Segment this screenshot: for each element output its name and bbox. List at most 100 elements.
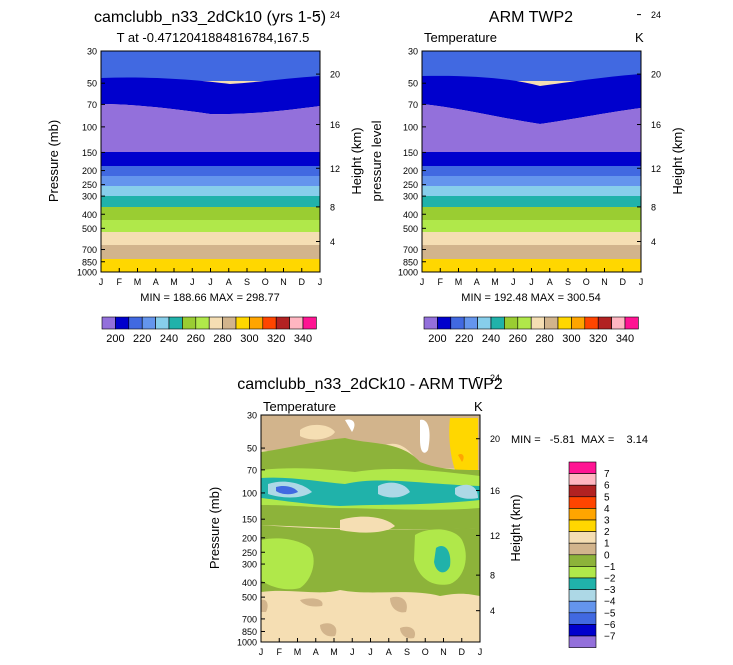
colorbar-label: −5 (604, 608, 616, 619)
panel-model-month-label: J (208, 277, 213, 287)
panel-obs-contours (422, 51, 641, 272)
panel-model-month-label: J (99, 277, 104, 287)
colorbar-swatch (101, 316, 116, 330)
colorbar-label: 3 (604, 516, 610, 527)
panel-diff-htick-label: 24 (490, 373, 500, 383)
colorbar-swatch (208, 316, 223, 330)
panel-diff-ylabel-right: Height (km) (508, 494, 523, 561)
colorbar-swatch (571, 316, 586, 330)
colorbar-label: 200 (106, 333, 124, 345)
panel-model-htick-label: 8 (330, 202, 335, 212)
panel-diff-month-label: J (259, 647, 264, 657)
colorbar-model: 200 220 240 260 280 300 320 340 (101, 316, 317, 345)
panel-model-ptick-label: 1000 (77, 268, 97, 278)
colorbar-swatch (568, 566, 597, 579)
panel-diff: camclubb_n33_2dCk10 - ARM TWP2 Temperatu… (207, 373, 648, 657)
colorbar-label: −1 (604, 562, 616, 573)
colorbar-label: 260 (509, 333, 527, 345)
panel-obs-stats: MIN = 192.48 MAX = 300.54 (461, 292, 600, 304)
panel-diff-units: K (474, 399, 483, 414)
panel-obs-htick-label: 16 (651, 120, 661, 130)
panel-model-ptick-label: 400 (82, 210, 97, 220)
colorbar-label: 320 (589, 333, 607, 345)
colorbar-swatch (302, 316, 317, 330)
colorbar-swatch (155, 316, 170, 330)
panel-model-month-label: M (134, 277, 142, 287)
colorbar-swatch (423, 316, 438, 330)
panel-diff-month-label: D (459, 647, 466, 657)
colorbar-label: −7 (604, 632, 616, 643)
panel-model-ptick-label: 100 (82, 122, 97, 132)
panel-obs-ptick-label: 50 (408, 79, 418, 89)
colorbar-label: 2 (604, 527, 610, 538)
colorbar-label: 240 (160, 333, 178, 345)
colorbar-label: 6 (604, 481, 610, 492)
panel-obs: ARM TWP2 Temperature K 30 50 70 100 150 200 25… (369, 9, 685, 345)
panel-model-month-label: A (226, 277, 232, 287)
colorbar-swatch (182, 316, 197, 330)
panel-model-subtitle: T at -0.4712041884816784,167.5 (117, 30, 310, 45)
panel-obs-htick-label: 4 (651, 237, 656, 247)
panel-model-month-label: N (280, 277, 287, 287)
panel-diff-ptick-label: 150 (242, 515, 257, 525)
panel-obs-units: K (635, 30, 644, 45)
panel-diff-ptick-label: 100 (242, 488, 257, 498)
panel-model-ptick-label: 200 (82, 166, 97, 176)
colorbar-swatch (557, 316, 572, 330)
panel-model-ptick-label: 700 (82, 245, 97, 255)
colorbar-swatch (275, 316, 290, 330)
panel-diff-month-label: A (386, 647, 392, 657)
panel-diff-ptick-label: 300 (242, 560, 257, 570)
colorbar-label: 220 (455, 333, 473, 345)
panel-obs-month-label: O (583, 277, 590, 287)
panel-obs-ptick-label: 150 (403, 148, 418, 158)
colorbar-swatch (115, 316, 130, 330)
panel-model-ptick-label: 30 (87, 47, 97, 57)
colorbar-label: 1 (604, 539, 610, 550)
panel-obs-month-label: A (547, 277, 553, 287)
panel-model-month-label: A (153, 277, 159, 287)
panel-obs-month-label: N (601, 277, 608, 287)
colorbar-swatch (490, 316, 505, 330)
panel-model-stats: MIN = 188.66 MAX = 298.77 (140, 292, 279, 304)
colorbar-swatch (611, 316, 626, 330)
colorbar-swatch (568, 635, 597, 648)
panel-obs-ptick-label: 700 (403, 245, 418, 255)
panel-diff-month-label: J (478, 647, 483, 657)
colorbar-swatch (141, 316, 156, 330)
colorbar-swatch (249, 316, 264, 330)
panel-diff-ptick-label: 850 (242, 627, 257, 637)
panel-obs-htick-label: 24 (651, 10, 661, 20)
panel-model-title: camclubb_n33_2dCk10 (yrs 1-5) (94, 9, 326, 26)
panel-diff-ptick-label: 200 (242, 533, 257, 543)
panel-obs-ylabel-right: Height (km) (670, 127, 685, 194)
panel-obs-ptick-label: 30 (408, 47, 418, 57)
panel-model-month-label: J (318, 277, 323, 287)
colorbar-label: 260 (187, 333, 205, 345)
panel-obs-ptick-label: 500 (403, 224, 418, 234)
colorbar-label: 4 (604, 504, 610, 515)
panel-obs-month-label: M (491, 277, 499, 287)
panel-obs-field-label: Temperature (424, 30, 497, 45)
colorbar-swatch (195, 316, 210, 330)
colorbar-label: 240 (482, 333, 500, 345)
panel-model-ptick-label: 150 (82, 148, 97, 158)
panel-model-htick-label: 20 (330, 70, 340, 80)
panel-diff-ptick-label: 500 (242, 593, 257, 603)
panel-diff-month-label: M (294, 647, 302, 657)
colorbar-swatch (262, 316, 277, 330)
colorbar-label: 320 (267, 333, 285, 345)
panel-diff-month-label: N (440, 647, 447, 657)
colorbar-swatch (437, 316, 452, 330)
panel-obs-ptick-label: 200 (403, 166, 418, 176)
panel-model-htick-label: 16 (330, 120, 340, 130)
panel-model-month-label: M (170, 277, 178, 287)
panel-model-month-label: D (299, 277, 306, 287)
colorbar-swatch (504, 316, 519, 330)
panel-obs-month-label: J (420, 277, 425, 287)
panel-obs-month-label: J (511, 277, 516, 287)
panel-diff-month-label: O (422, 647, 429, 657)
colorbar-swatch (568, 496, 597, 509)
panel-model-month-label: J (190, 277, 195, 287)
